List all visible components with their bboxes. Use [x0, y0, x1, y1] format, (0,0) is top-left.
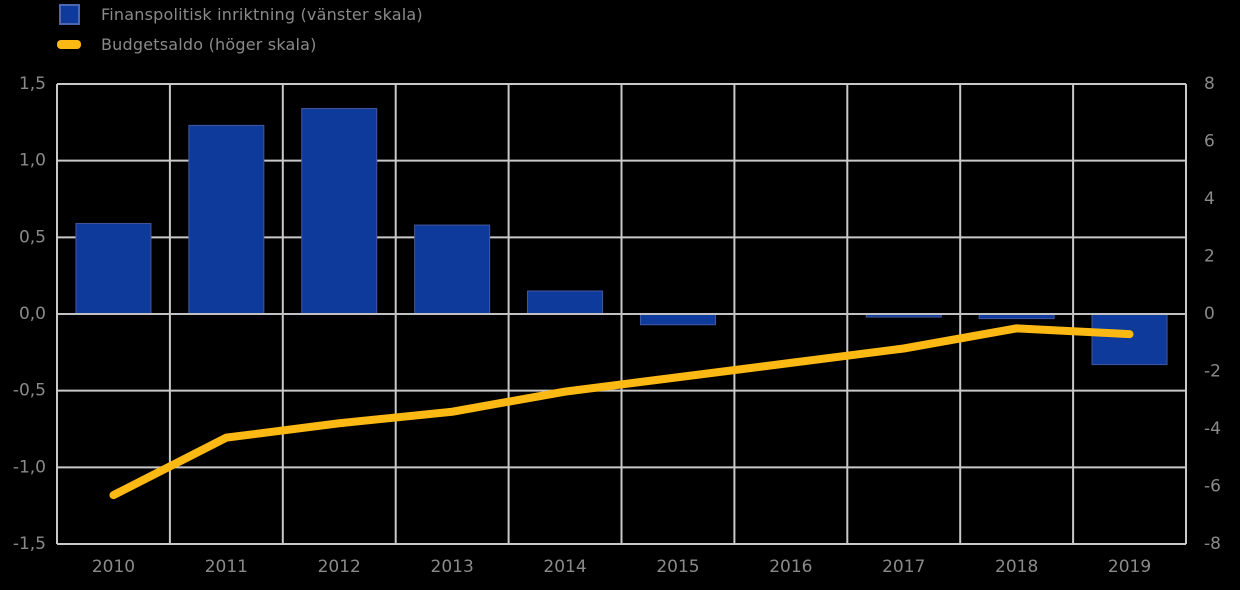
svg-text:-1,5: -1,5	[13, 534, 46, 554]
legend: Finanspolitisk inriktning (vänster skala…	[57, 2, 423, 62]
svg-text:1,5: 1,5	[19, 74, 46, 94]
svg-text:2: 2	[1204, 247, 1215, 267]
svg-text:2018: 2018	[995, 557, 1038, 577]
svg-text:-1,0: -1,0	[13, 457, 46, 477]
blue-square-icon	[59, 3, 80, 25]
svg-text:0,0: 0,0	[19, 304, 46, 324]
svg-text:2015: 2015	[656, 557, 699, 577]
yellow-line-icon	[57, 39, 81, 49]
svg-text:2016: 2016	[769, 557, 812, 577]
svg-text:-0,5: -0,5	[13, 381, 46, 401]
svg-text:0: 0	[1204, 304, 1215, 324]
svg-text:2010: 2010	[92, 557, 135, 577]
svg-text:-8: -8	[1204, 534, 1221, 554]
svg-text:6: 6	[1204, 132, 1215, 152]
svg-text:4: 4	[1204, 189, 1215, 209]
legend-item-line-series: Budgetsaldo (höger skala)	[57, 32, 423, 56]
svg-text:-2: -2	[1204, 362, 1221, 382]
svg-text:2014: 2014	[543, 557, 586, 577]
bar-series-swatch-icon	[57, 3, 101, 25]
svg-text:0,5: 0,5	[19, 227, 46, 247]
legend-label-bar-series: Finanspolitisk inriktning (vänster skala…	[101, 4, 423, 24]
svg-text:2019: 2019	[1108, 557, 1151, 577]
legend-label-line-series: Budgetsaldo (höger skala)	[101, 34, 317, 54]
line-series-swatch-icon	[57, 39, 101, 49]
svg-text:2017: 2017	[882, 557, 925, 577]
legend-item-bar-series: Finanspolitisk inriktning (vänster skala…	[57, 2, 423, 26]
svg-text:8: 8	[1204, 74, 1215, 94]
svg-text:1,0: 1,0	[19, 151, 46, 171]
svg-text:-6: -6	[1204, 477, 1221, 497]
svg-text:2011: 2011	[205, 557, 248, 577]
svg-text:-4: -4	[1204, 419, 1221, 439]
svg-text:2013: 2013	[431, 557, 474, 577]
svg-text:2012: 2012	[318, 557, 361, 577]
